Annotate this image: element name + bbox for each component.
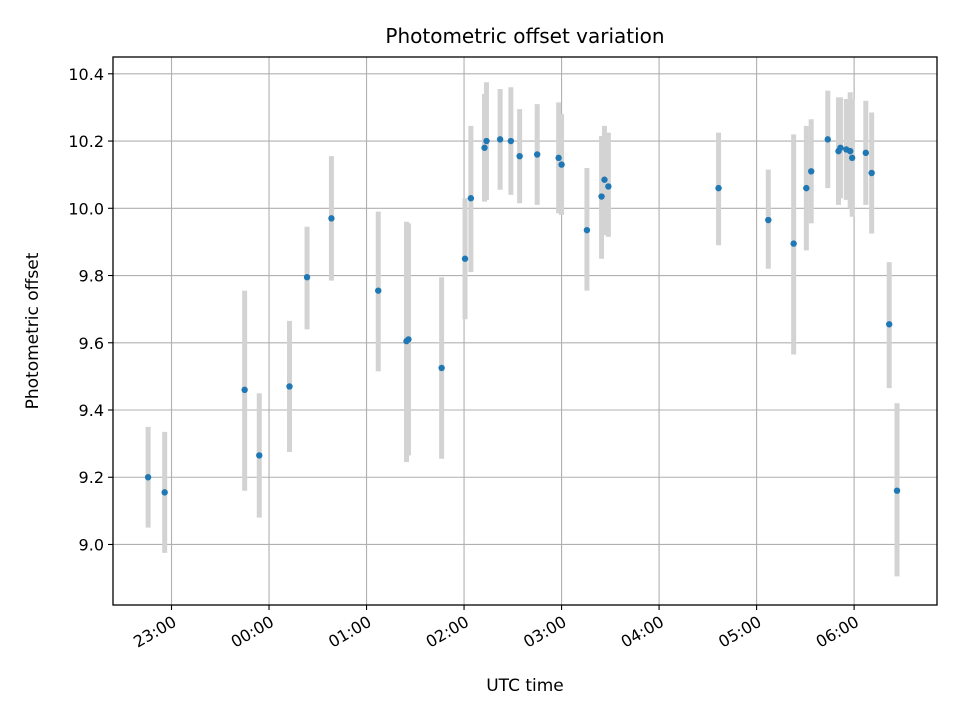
data-point [803, 184, 810, 192]
y-tick-label: 10.4 [68, 65, 104, 84]
data-point [837, 144, 844, 151]
data-point [481, 144, 488, 151]
data-point [496, 136, 504, 143]
data-points [144, 136, 901, 496]
data-point [886, 321, 893, 328]
data-point [558, 161, 565, 168]
data-point [438, 364, 445, 372]
data-point [303, 274, 311, 281]
plot-frame [112, 56, 938, 606]
data-point [405, 336, 412, 343]
y-tick-label: 9.0 [79, 535, 104, 554]
data-point [161, 489, 168, 496]
data-point [286, 383, 293, 390]
data-point [461, 255, 469, 262]
data-point [375, 287, 382, 294]
data-point [862, 149, 870, 157]
data-point [848, 154, 856, 162]
data-point [847, 147, 854, 155]
data-point [583, 226, 591, 234]
y-axis-label: Photometric offset [23, 252, 43, 409]
data-point [467, 195, 475, 202]
data-point [765, 216, 772, 224]
x-axis-label: UTC time [486, 676, 564, 696]
data-point [256, 452, 263, 459]
data-point [824, 136, 831, 143]
data-point [868, 169, 875, 177]
data-point [790, 240, 797, 247]
data-point [555, 154, 562, 162]
grid-lines [113, 57, 937, 605]
data-point [893, 487, 901, 494]
y-tick-label: 9.4 [79, 401, 104, 420]
data-point [598, 193, 605, 200]
y-tick-label: 9.6 [79, 334, 104, 353]
y-tick-label: 9.8 [79, 267, 104, 286]
data-point [715, 184, 722, 192]
data-point [605, 183, 612, 190]
y-tick-label: 10.0 [68, 199, 104, 218]
data-point [808, 168, 815, 175]
data-point [328, 215, 335, 222]
y-axis-ticks: 9.0 9.2 9.4 9.6 9.8 10.0 10.2 10.4 [68, 65, 113, 554]
data-point [516, 152, 523, 160]
data-point [483, 137, 490, 145]
data-point [601, 176, 608, 183]
chart-title: Photometric offset variation [385, 24, 664, 48]
data-point [533, 151, 541, 158]
data-point [507, 137, 515, 145]
data-point [241, 386, 248, 394]
data-point [144, 474, 152, 481]
y-tick-label: 9.2 [79, 468, 104, 487]
y-tick-label: 10.2 [68, 132, 104, 151]
